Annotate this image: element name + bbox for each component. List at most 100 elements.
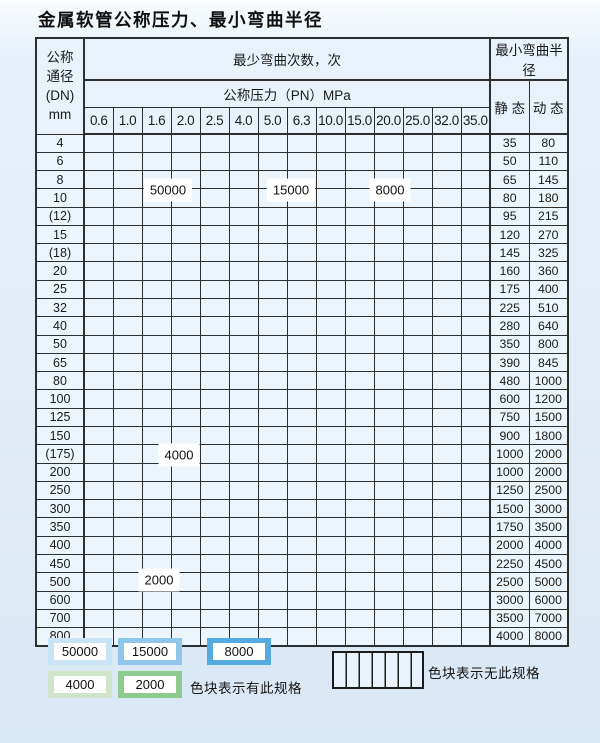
spec-cell-50000 (112, 133, 143, 153)
legend-swatch-value: 8000 (213, 643, 265, 660)
spec-cell-4000 (199, 480, 230, 501)
no-spec-cell (402, 462, 433, 482)
legend-swatch-15000: 15000 (118, 638, 182, 665)
spec-cell-50000 (141, 224, 172, 245)
spec-cell-4000 (228, 389, 259, 409)
dynamic-radius-cell: 2000 (528, 462, 569, 482)
no-spec-cell (228, 590, 259, 610)
no-spec-cell (315, 627, 346, 647)
spec-cell-50000 (112, 243, 143, 263)
spec-cell-2000 (112, 590, 143, 610)
dynamic-radius-cell: 1000 (528, 371, 569, 391)
dn-cell: 50 (35, 334, 85, 354)
spec-cell-50000 (199, 261, 230, 281)
static-radius-cell: 390 (489, 352, 530, 373)
dn-cell: 65 (35, 352, 85, 373)
dn-cell: 4 (35, 133, 85, 153)
dynamic-radius-cell: 4000 (528, 535, 569, 555)
no-spec-cell (257, 444, 288, 464)
pn-value: 1.6 (141, 106, 172, 135)
spec-cell-15000 (373, 133, 404, 153)
no-spec-cell (373, 444, 404, 464)
spec-cell-8000 (402, 151, 433, 172)
no-spec-cell (344, 334, 375, 354)
no-spec-cell (460, 316, 491, 336)
page-title: 金属软管公称压力、最小弯曲半径 (38, 10, 323, 30)
spec-cell-2000 (83, 608, 114, 629)
no-spec-cell (431, 279, 462, 300)
spec-cell-4000 (112, 444, 143, 464)
no-spec-cell (431, 371, 462, 391)
cycles-region-label: 4000 (158, 443, 200, 467)
no-spec-cell (257, 425, 288, 446)
legend-swatch-2000: 2000 (118, 671, 182, 698)
table-row: 6 50 110 (35, 151, 569, 172)
no-spec-cell (373, 298, 404, 318)
no-spec-cell (257, 608, 288, 629)
spec-cell-2000 (83, 535, 114, 555)
no-spec-cell (460, 352, 491, 373)
spec-cell-4000 (83, 499, 114, 519)
spec-cell-50000 (83, 170, 114, 190)
legend-swatch-value: 2000 (124, 676, 176, 693)
spec-cell-4000 (141, 462, 172, 482)
spec-cell-15000 (199, 298, 230, 318)
no-spec-cell (344, 425, 375, 446)
spec-cell-15000 (315, 188, 346, 208)
table-row: 800 4000 8000 (35, 627, 569, 647)
spec-cell-50000 (141, 261, 172, 281)
no-spec-cell (315, 334, 346, 354)
table-row: (175) 1000 2000 (35, 444, 569, 464)
legend-swatch-4000: 4000 (48, 671, 112, 698)
spec-cell-15000 (228, 243, 259, 263)
static-radius-cell: 3500 (489, 608, 530, 629)
spec-cell-4000 (112, 425, 143, 446)
spec-cell-2000 (112, 608, 143, 629)
no-spec-cell (460, 499, 491, 519)
spec-cell-2000 (141, 535, 172, 555)
spec-cell-15000 (141, 352, 172, 373)
no-spec-cell (286, 608, 317, 629)
static-radius-cell: 95 (489, 206, 530, 226)
no-spec-cell (373, 462, 404, 482)
spec-cell-50000 (257, 133, 288, 153)
spec-cell-8000 (431, 133, 462, 153)
spec-cell-8000 (315, 316, 346, 336)
dynamic-radius-cell: 7000 (528, 608, 569, 629)
no-spec-cell (402, 535, 433, 555)
no-spec-cell (286, 407, 317, 428)
spec-cell-15000 (315, 224, 346, 245)
spec-cell-15000 (199, 279, 230, 300)
dn-header-line: 公称 (46, 50, 74, 66)
spec-cell-4000 (170, 407, 201, 428)
table-row: (12) 95 215 (35, 206, 569, 226)
no-spec-cell (431, 170, 462, 190)
spec-cell-8000 (373, 151, 404, 172)
no-spec-cell (228, 535, 259, 555)
table-row: 25 175 400 (35, 279, 569, 300)
no-spec-cell (402, 499, 433, 519)
no-spec-cell (344, 444, 375, 464)
no-spec-cell (431, 206, 462, 226)
no-spec-cell (402, 590, 433, 610)
no-spec-cell (460, 553, 491, 574)
no-spec-cell (460, 627, 491, 647)
spec-cell-15000 (228, 316, 259, 336)
no-spec-cell (460, 170, 491, 190)
spec-cell-15000 (141, 334, 172, 354)
static-radius-cell: 80 (489, 188, 530, 208)
no-spec-cell (257, 462, 288, 482)
no-spec-cell (286, 371, 317, 391)
no-spec-cell (228, 608, 259, 629)
spec-cell-50000 (228, 224, 259, 245)
no-spec-cell (228, 553, 259, 574)
no-spec-cell (460, 279, 491, 300)
no-spec-cell (373, 316, 404, 336)
no-spec-cell (344, 553, 375, 574)
spec-cell-50000 (141, 133, 172, 153)
spec-cell-4000 (228, 444, 259, 464)
no-spec-cell (431, 151, 462, 172)
spec-cell-2000 (170, 535, 201, 555)
spec-cell-4000 (199, 444, 230, 464)
table-row: 80 480 1000 (35, 371, 569, 391)
